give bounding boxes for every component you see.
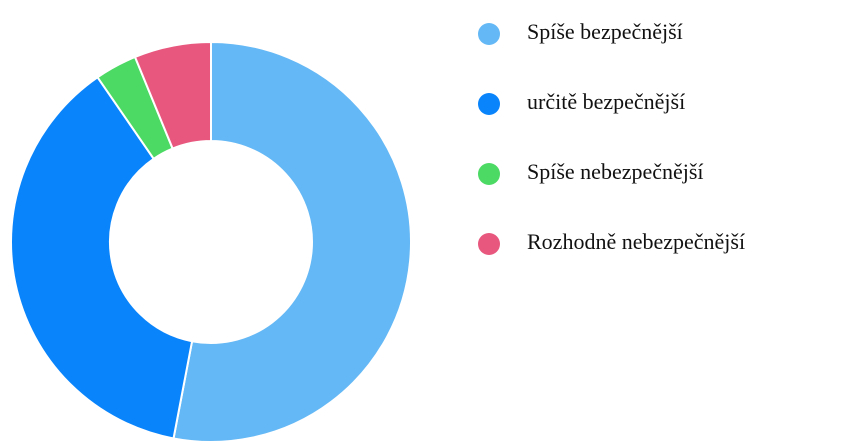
legend-label: Spíše nebezpečnější [527, 159, 704, 184]
donut-segment [172, 40, 412, 442]
donut-segment [133, 40, 212, 150]
legend-marker [478, 233, 500, 255]
legend-label: Rozhodně nebezpečnější [527, 229, 745, 254]
legend-label: určitě bezpečnější [527, 89, 685, 114]
legend-marker [478, 163, 500, 185]
legend-marker [478, 93, 500, 115]
donut-segment [10, 75, 194, 440]
legend-marker [478, 23, 500, 45]
legend-label: Spíše bezpečnější [527, 19, 683, 44]
